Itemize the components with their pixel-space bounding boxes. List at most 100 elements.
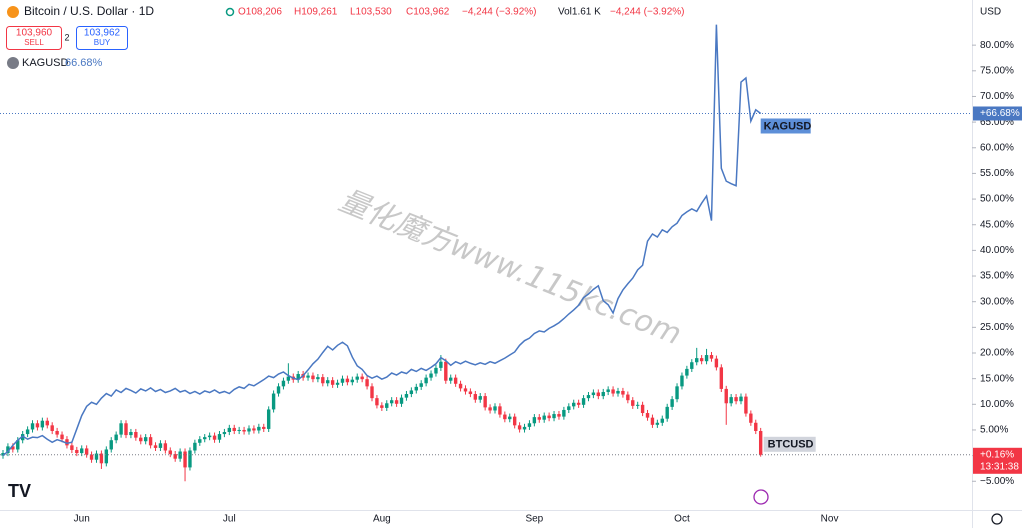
last-price-label: +66.68% — [980, 108, 1020, 119]
candle-body — [385, 403, 389, 408]
candle-body — [281, 380, 286, 387]
candle-body — [119, 423, 123, 435]
candle-body — [399, 397, 404, 404]
candle-body — [326, 380, 330, 384]
spread: 2 — [64, 32, 69, 42]
candle-body — [20, 434, 25, 441]
candle-body — [129, 432, 133, 436]
candle-body — [148, 437, 153, 446]
candle-body — [458, 383, 463, 389]
candle-body — [306, 375, 310, 378]
candle-body — [75, 449, 79, 454]
replay-icon[interactable] — [753, 489, 769, 505]
candle-body — [724, 388, 728, 404]
candle-body — [635, 404, 640, 406]
y-tick-label: 50.00% — [980, 194, 1014, 205]
currency[interactable]: USD — [980, 7, 1001, 18]
candle-body — [517, 425, 522, 430]
readout-item: O108,206 — [238, 7, 282, 18]
x-tick-label: Aug — [373, 514, 391, 525]
candle-body — [345, 378, 350, 383]
candle-body — [50, 425, 54, 431]
candle-body — [601, 391, 605, 397]
candle-body — [463, 388, 468, 392]
candle-body — [16, 440, 20, 450]
candle-body — [439, 361, 443, 368]
y-tick-label: 10.00% — [980, 399, 1014, 410]
candle-body — [404, 394, 409, 398]
candle-body — [45, 420, 49, 426]
readout-item: C103,962 — [406, 7, 450, 18]
candle-body — [193, 442, 197, 451]
candle-body — [89, 454, 94, 460]
last-price-box — [973, 106, 1022, 121]
candle-body — [621, 390, 625, 395]
x-tick-label: Jun — [74, 514, 90, 525]
candle-body — [414, 386, 418, 391]
series-label: BTCUSD — [768, 439, 814, 451]
candle-body — [483, 396, 487, 408]
candle-body — [134, 432, 138, 438]
candle-body — [591, 392, 596, 396]
candle-body — [271, 393, 276, 410]
candle-body — [276, 386, 281, 394]
series-label-box — [763, 436, 816, 452]
candle-body — [143, 437, 148, 442]
candle-body — [203, 437, 207, 440]
candle-body — [754, 422, 758, 431]
tv-logo[interactable]: TV — [8, 481, 31, 501]
countdown: 13:31:38 — [980, 461, 1019, 472]
series-label: KAGUSD — [764, 120, 812, 132]
buy-button[interactable] — [76, 26, 128, 50]
candle-body — [532, 417, 537, 424]
candle-body — [262, 426, 266, 429]
candle-body — [660, 418, 664, 423]
ohlc-readout: O108,206 H109,261 L103,530 C103,962 −4,244 (… — [238, 7, 685, 18]
candle-body — [173, 454, 177, 459]
candle-body — [576, 402, 581, 405]
candle-body — [729, 397, 733, 404]
candle-body — [631, 400, 635, 406]
candle-body — [65, 439, 69, 446]
candle-body — [360, 376, 364, 380]
candle-body — [429, 373, 433, 378]
candle-body — [508, 416, 512, 420]
candle-body — [690, 362, 694, 369]
candle-body — [163, 443, 168, 451]
x-tick-label: Sep — [525, 514, 543, 525]
candle-body — [109, 440, 113, 450]
btc-icon — [7, 6, 19, 18]
candle-body — [680, 375, 684, 387]
candle-body — [380, 405, 384, 408]
settings-icon[interactable] — [991, 513, 1003, 525]
candle-body — [350, 379, 355, 383]
candle-body — [645, 413, 650, 418]
candle-body — [611, 389, 615, 394]
sell-button[interactable] — [6, 26, 62, 50]
candle-body — [321, 377, 325, 384]
candle-body — [217, 434, 222, 440]
candle-body — [389, 400, 394, 404]
candle-body — [227, 427, 232, 433]
candle-body — [158, 443, 163, 448]
candle-body — [586, 395, 591, 399]
candle-body — [188, 450, 192, 468]
y-tick-label: 55.00% — [980, 168, 1014, 179]
legend-name[interactable]: KAGUSD — [22, 57, 69, 69]
candle-body — [183, 451, 187, 468]
candle-body — [409, 390, 414, 395]
candle-body — [699, 358, 704, 362]
candle-body — [758, 430, 763, 455]
candle-body — [488, 407, 492, 411]
candle-body — [340, 378, 345, 383]
candle-body — [316, 377, 320, 380]
candle-body — [375, 398, 379, 406]
candle-body — [247, 428, 251, 432]
y-tick-label: 25.00% — [980, 322, 1014, 333]
candle-body — [394, 400, 399, 404]
chart-title[interactable]: Bitcoin / U.S. Dollar · 1D — [24, 4, 154, 18]
y-tick-label: 80.00% — [980, 40, 1014, 51]
y-tick-label: 5.00% — [980, 425, 1008, 436]
candle-body — [468, 391, 473, 395]
